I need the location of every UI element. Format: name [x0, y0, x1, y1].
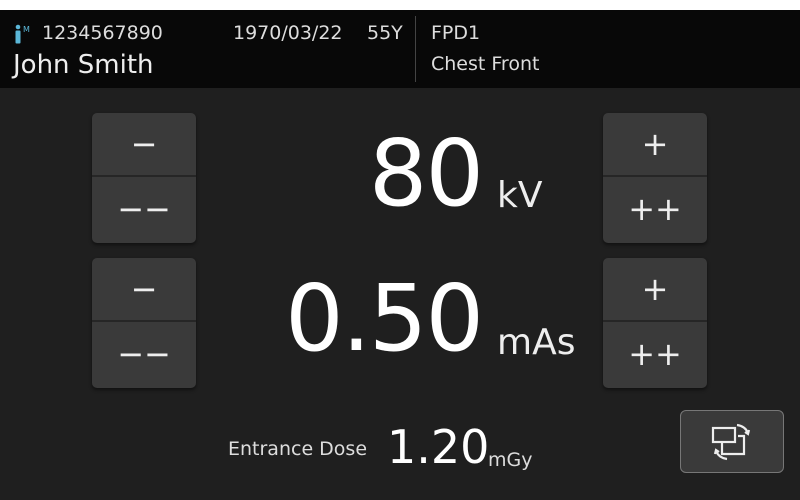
mas-increase-button[interactable]: + [603, 258, 707, 322]
kv-decrease-button[interactable]: − [92, 113, 196, 177]
swap-button[interactable] [680, 410, 784, 473]
kv-increase-large-button[interactable]: ++ [628, 190, 682, 228]
patient-header: M 1234567890 John Smith 1970/03/22 55Y F… [0, 10, 800, 88]
kv-decrease-large-button[interactable]: −− [117, 190, 171, 228]
patient-age: 55Y [367, 22, 403, 44]
svg-text:M: M [23, 25, 30, 34]
header-divider [415, 16, 416, 82]
mas-unit: mAs [497, 322, 576, 363]
mas-decrease-button[interactable]: − [92, 258, 196, 322]
kv-unit: kV [497, 175, 543, 216]
entrance-dose-value: 1.20 [387, 420, 490, 474]
mas-decrease-large-button[interactable]: −− [117, 335, 171, 373]
mas-increase-group: + ++ [603, 258, 707, 388]
mas-decrease-group: − −− [92, 258, 196, 388]
kv-increase-group: + ++ [603, 113, 707, 243]
patient-dob: 1970/03/22 [233, 22, 343, 44]
detector-label: FPD1 [431, 22, 481, 44]
console-screen: M 1234567890 John Smith 1970/03/22 55Y F… [0, 10, 800, 500]
entrance-dose-unit: mGy [488, 449, 533, 471]
kv-decrease-group: − −− [92, 113, 196, 243]
kv-value: 80 [368, 120, 484, 227]
swap-icon [711, 423, 751, 460]
kv-increase-button[interactable]: + [603, 113, 707, 177]
mas-value: 0.50 [285, 265, 484, 372]
patient-name: John Smith [13, 50, 154, 80]
protocol-label: Chest Front [431, 53, 540, 75]
entrance-dose-label: Entrance Dose [228, 438, 368, 460]
mas-increase-large-button[interactable]: ++ [628, 335, 682, 373]
patient-id: 1234567890 [42, 22, 163, 44]
patient-male-icon: M [15, 24, 30, 44]
